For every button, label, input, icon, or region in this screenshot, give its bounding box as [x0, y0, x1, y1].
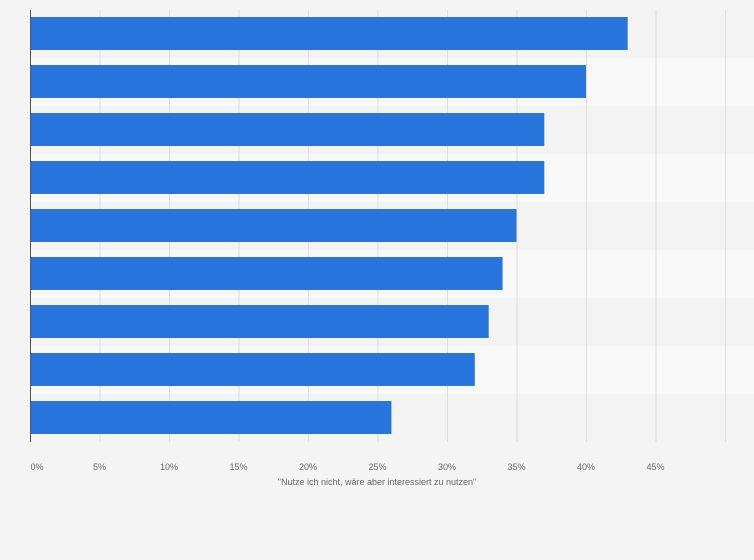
x-tick-label: 20% [299, 462, 317, 472]
bar[interactable] [30, 65, 586, 98]
x-axis-title: "Nutze ich nicht, wäre aber interessiert… [278, 477, 476, 487]
x-tick-labels: 0% 5% 10% 15% 20% 25% 30% 35% 40% 45% [30, 462, 664, 472]
bar[interactable] [30, 209, 517, 242]
bar[interactable] [30, 401, 392, 434]
bar[interactable] [30, 17, 628, 50]
bars [30, 17, 628, 434]
bar[interactable] [30, 305, 489, 338]
bar[interactable] [30, 257, 503, 290]
bar[interactable] [30, 353, 475, 386]
bar[interactable] [30, 113, 545, 146]
x-tick-label: 40% [577, 462, 595, 472]
x-tick-label: 10% [160, 462, 178, 472]
bar[interactable] [30, 161, 545, 194]
x-tick-label: 5% [93, 462, 106, 472]
x-tick-label: 35% [507, 462, 525, 472]
x-tick-label: 15% [229, 462, 247, 472]
x-tick-label: 30% [438, 462, 456, 472]
x-tick-label: 0% [30, 462, 43, 472]
x-tick-label: 45% [646, 462, 664, 472]
x-tick-label: 25% [368, 462, 386, 472]
